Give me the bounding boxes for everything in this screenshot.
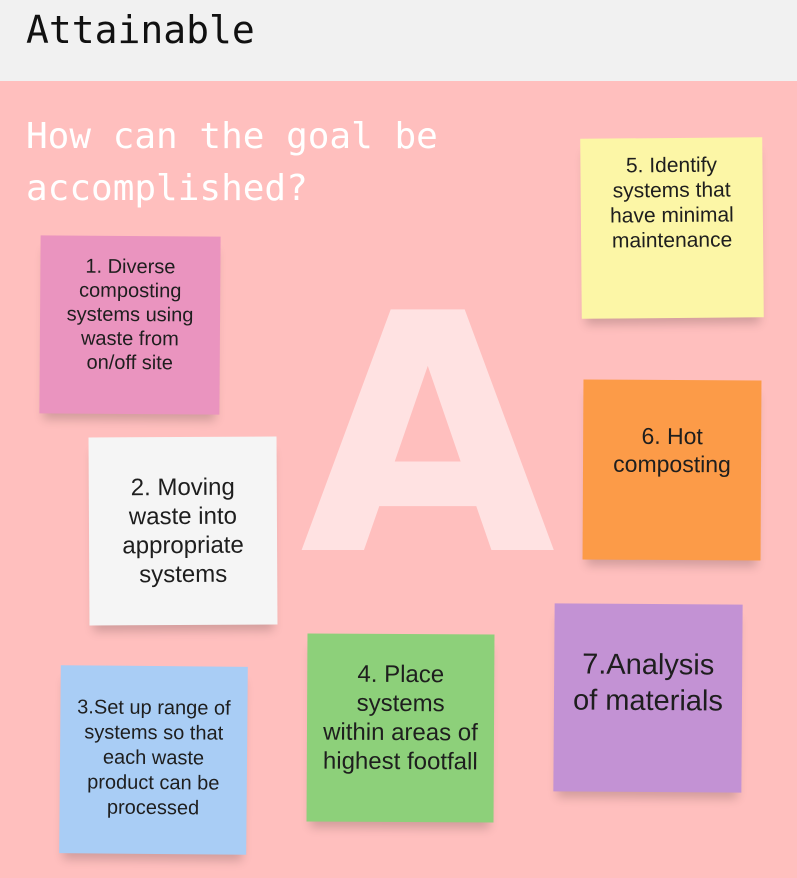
- sticky-note-3[interactable]: 3.Set up range of systems so that each w…: [59, 665, 248, 855]
- frame-header: Attainable: [0, 0, 797, 80]
- sticky-note-6[interactable]: 6. Hot composting: [582, 379, 762, 561]
- frame-title: Attainable: [26, 8, 255, 52]
- sticky-note-7[interactable]: 7.Analysis of materials: [553, 603, 743, 793]
- sticky-note-text: 3.Set up range of systems so that each w…: [77, 695, 231, 819]
- sticky-board[interactable]: How can the goal be accomplished? A 1. D…: [0, 81, 797, 878]
- sticky-note-2[interactable]: 2. Moving waste into appropriate systems: [88, 436, 278, 626]
- sticky-note-text: 5. Identify systems that have minimal ma…: [609, 153, 734, 253]
- sticky-note-text: 2. Moving waste into appropriate systems: [122, 473, 244, 589]
- board-question: How can the goal be accomplished?: [26, 116, 438, 209]
- sticky-note-text: 4. Place systems within areas of highest…: [322, 660, 478, 776]
- sticky-note-4[interactable]: 4. Place systems within areas of highest…: [306, 633, 495, 823]
- sticky-note-text: 1. Diverse composting systems using wast…: [66, 255, 194, 375]
- sticky-note-5[interactable]: 5. Identify systems that have minimal ma…: [580, 137, 764, 319]
- sticky-note-text: 6. Hot composting: [613, 422, 731, 478]
- big-letter-watermark: A: [300, 244, 556, 628]
- sticky-note-text: 7.Analysis of materials: [572, 648, 724, 718]
- sticky-note-1[interactable]: 1. Diverse composting systems using wast…: [39, 235, 221, 415]
